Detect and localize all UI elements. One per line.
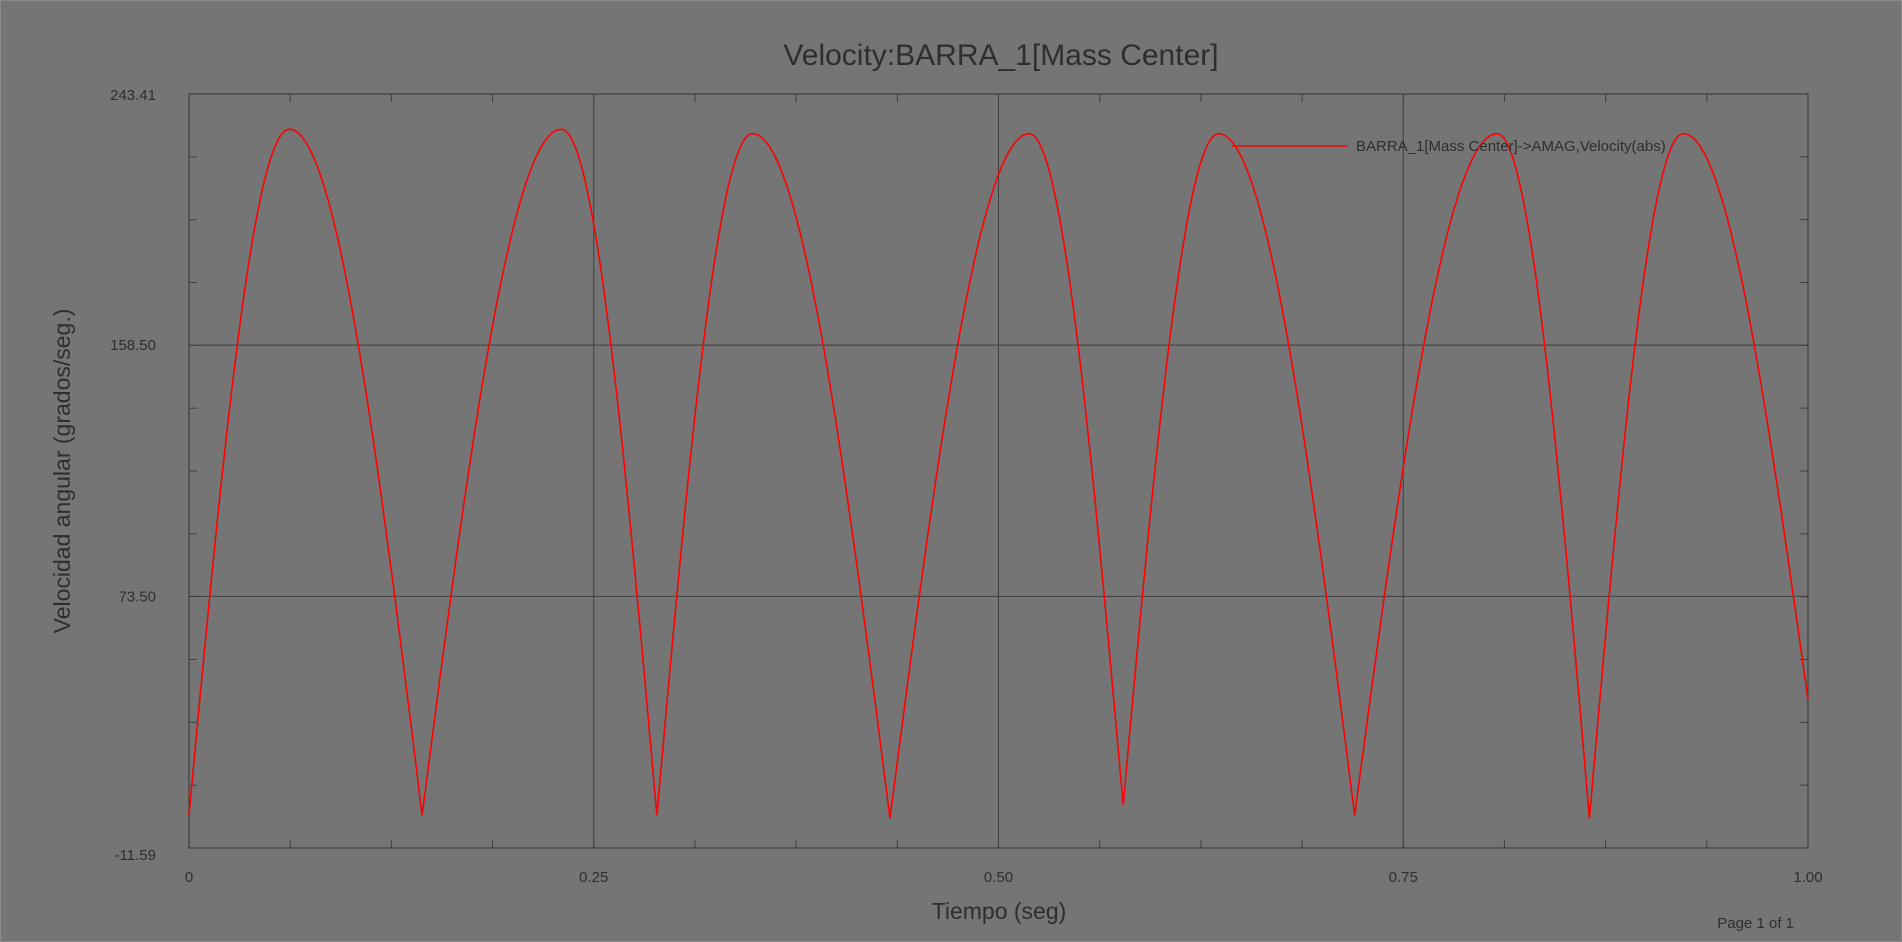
x-axis-title: Tiempo (seg) bbox=[932, 898, 1067, 924]
y-tick-labels: -11.59 73.50 158.50 243.41 bbox=[110, 87, 156, 864]
minor-ticks bbox=[189, 94, 1808, 848]
x-tick-labels: 0 0.25 0.50 0.75 1.00 bbox=[185, 869, 1823, 886]
x-tick-label: 0.50 bbox=[984, 869, 1013, 886]
legend: BARRA_1[Mass Center]->AMAG,Velocity(abs) bbox=[1232, 138, 1666, 155]
legend-label: BARRA_1[Mass Center]->AMAG,Velocity(abs) bbox=[1356, 138, 1666, 155]
y-tick-label: 243.41 bbox=[110, 87, 156, 104]
x-tick-label: 0 bbox=[185, 869, 193, 886]
page-footer: Page 1 of 1 bbox=[1717, 915, 1794, 932]
x-tick-label: 1.00 bbox=[1793, 869, 1822, 886]
y-tick-label: -11.59 bbox=[115, 847, 156, 864]
x-tick-label: 0.75 bbox=[1389, 869, 1418, 886]
y-tick-label: 158.50 bbox=[110, 337, 156, 354]
y-axis-title: Velocidad angular (grados/seg.) bbox=[49, 309, 75, 634]
series-line bbox=[188, 128, 1809, 819]
y-tick-label: 73.50 bbox=[118, 588, 156, 605]
chart-title: Velocity:BARRA_1[Mass Center] bbox=[783, 39, 1218, 72]
x-tick-label: 0.25 bbox=[579, 869, 608, 886]
